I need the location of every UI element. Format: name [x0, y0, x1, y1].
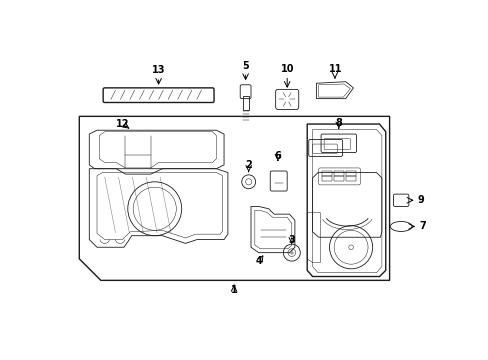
- Bar: [242, 96, 248, 110]
- Bar: [321, 176, 331, 181]
- Text: 7: 7: [419, 221, 425, 231]
- Text: 2: 2: [245, 160, 251, 170]
- Text: 9: 9: [417, 195, 424, 205]
- Bar: [346, 176, 356, 181]
- Text: 10: 10: [280, 64, 293, 73]
- Text: 3: 3: [288, 235, 295, 244]
- Text: 12: 12: [116, 119, 129, 129]
- Text: 11: 11: [328, 64, 342, 73]
- Text: 13: 13: [152, 65, 165, 75]
- Bar: [333, 171, 344, 176]
- Bar: [333, 176, 344, 181]
- Text: 5: 5: [242, 61, 248, 71]
- Text: 8: 8: [335, 117, 342, 127]
- Text: 6: 6: [274, 152, 281, 161]
- Bar: [321, 171, 331, 176]
- Text: 4: 4: [255, 256, 262, 266]
- Text: 1: 1: [230, 285, 237, 294]
- Bar: [346, 171, 356, 176]
